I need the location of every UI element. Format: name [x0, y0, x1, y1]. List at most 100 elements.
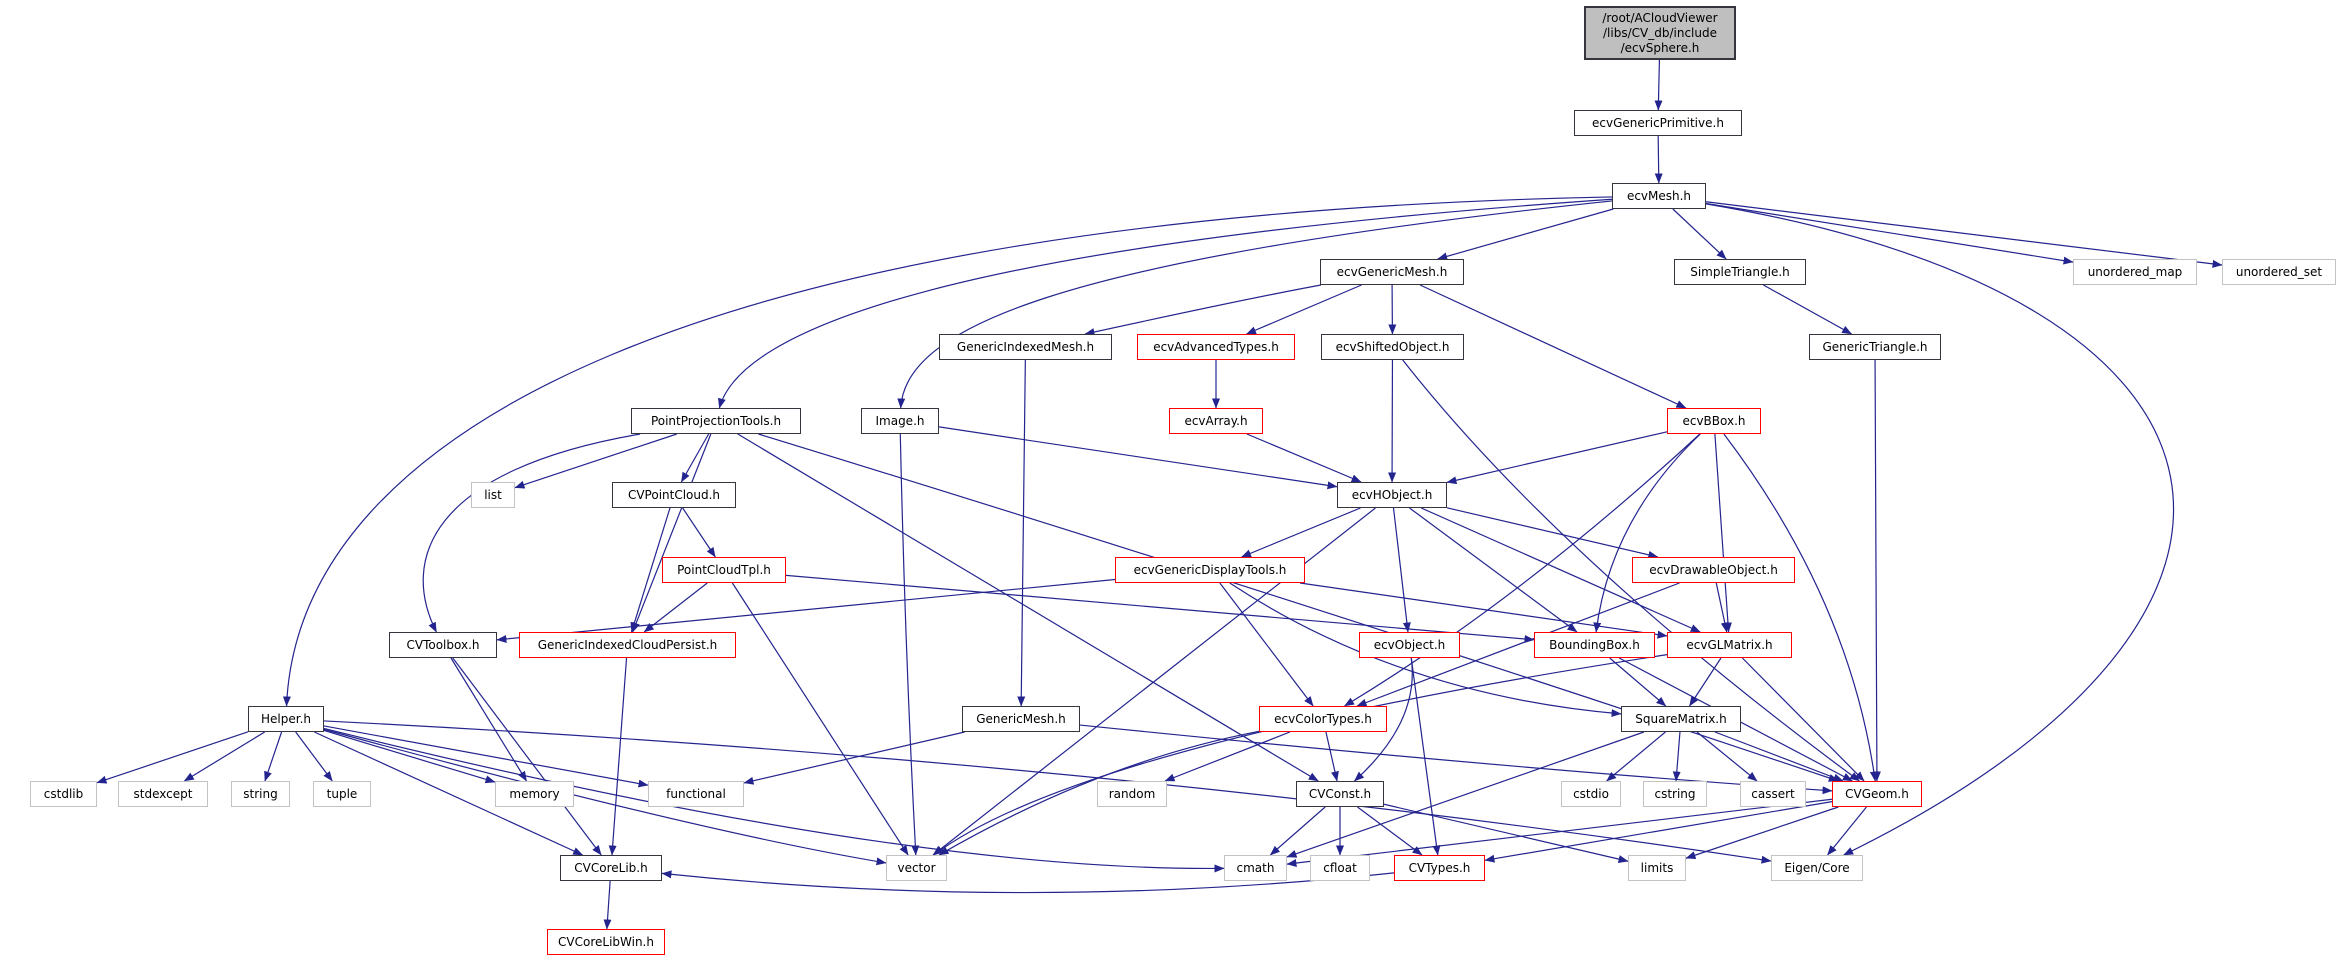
- graph-node-cstdlib[interactable]: cstdlib: [30, 781, 97, 807]
- graph-node-limits[interactable]: limits: [1628, 855, 1686, 881]
- include-edge-ecvGenericMesh-to-ecvAdvancedTypes: [1246, 284, 1362, 335]
- include-edge-CVGeom-to-limits: [1685, 806, 1839, 860]
- include-edge-Image-to-ecvHObject: [938, 426, 1338, 490]
- graph-node-ecvArray[interactable]: ecvArray.h: [1169, 408, 1263, 434]
- include-edge-ecvHObject-to-ecvGLMatrix: [1421, 507, 1701, 633]
- graph-node-ecvDrawableObject[interactable]: ecvDrawableObject.h: [1632, 557, 1795, 583]
- graph-node-root: /root/ACloudViewer /libs/CV_db/include /…: [1584, 6, 1736, 60]
- include-edge-ecvMesh-to-ecvGenericMesh: [1437, 208, 1614, 261]
- graph-node-SquareMatrix[interactable]: SquareMatrix.h: [1621, 706, 1741, 732]
- graph-node-ecvGenericMesh[interactable]: ecvGenericMesh.h: [1320, 259, 1464, 285]
- graph-node-ecvObject[interactable]: ecvObject.h: [1359, 632, 1460, 658]
- include-edge-Helper-to-EigenCore: [323, 720, 1772, 864]
- include-edge-Helper-to-tuple: [295, 731, 333, 782]
- graph-node-Helper[interactable]: Helper.h: [248, 706, 324, 732]
- graph-node-CVCoreLib[interactable]: CVCoreLib.h: [560, 855, 662, 881]
- graph-node-BoundingBox[interactable]: BoundingBox.h: [1534, 632, 1655, 658]
- include-edge-ecvHObject-to-BoundingBox: [1409, 507, 1578, 633]
- graph-node-ecvShiftedObject[interactable]: ecvShiftedObject.h: [1321, 334, 1464, 360]
- include-edge-ecvGenericMesh-to-ecvBBox: [1419, 284, 1687, 409]
- include-edge-ecvBBox-to-ecvHObject: [1446, 431, 1668, 485]
- include-edge-ecvGLMatrix-to-CVGeom: [1741, 657, 1865, 782]
- graph-node-Image[interactable]: Image.h: [861, 408, 939, 434]
- graph-node-cstring[interactable]: cstring: [1643, 781, 1707, 807]
- graph-node-random[interactable]: random: [1097, 781, 1167, 807]
- include-edge-ecvMesh-to-unordered_set: [1705, 201, 2223, 268]
- include-edge-GenericIndexedMesh-to-GenericMesh: [1017, 359, 1026, 707]
- graph-node-vector[interactable]: vector: [886, 855, 947, 881]
- graph-node-PointCloudTpl[interactable]: PointCloudTpl.h: [662, 557, 786, 583]
- graph-node-ecvMesh[interactable]: ecvMesh.h: [1612, 183, 1706, 209]
- graph-node-unordered_map[interactable]: unordered_map: [2073, 259, 2197, 285]
- include-edge-SquareMatrix-to-CVGeom: [1714, 731, 1844, 782]
- include-edge-ecvObject-to-CVTypes: [1410, 657, 1441, 856]
- graph-node-ecvBBox[interactable]: ecvBBox.h: [1667, 408, 1761, 434]
- graph-node-ecvHObject[interactable]: ecvHObject.h: [1337, 482, 1447, 508]
- graph-node-functional[interactable]: functional: [648, 781, 744, 807]
- graph-node-EigenCore[interactable]: Eigen/Core: [1771, 855, 1863, 881]
- include-edge-Helper-to-functional: [323, 725, 649, 788]
- graph-node-GenericTriangle[interactable]: GenericTriangle.h: [1809, 334, 1941, 360]
- graph-node-stdexcept[interactable]: stdexcept: [118, 781, 208, 807]
- include-edge-CVToolbox-to-CVCoreLib: [452, 657, 602, 856]
- graph-node-CVToolbox[interactable]: CVToolbox.h: [389, 632, 497, 658]
- include-edge-Helper-to-string: [264, 731, 283, 782]
- include-edge-CVGeom-to-CVTypes: [1484, 801, 1833, 863]
- graph-node-GenericMesh[interactable]: GenericMesh.h: [962, 706, 1080, 732]
- graph-node-cassert[interactable]: cassert: [1740, 781, 1806, 807]
- graph-node-GenericIndexedMesh[interactable]: GenericIndexedMesh.h: [939, 334, 1112, 360]
- include-edge-ecvBBox-to-ecvGLMatrix: [1714, 433, 1732, 633]
- include-edge-CVGeom-to-EigenCore: [1827, 806, 1867, 856]
- include-edge-ecvMesh-to-Image: [897, 200, 1613, 409]
- include-edge-ecvShiftedObject-to-CVGeom: [1402, 359, 1860, 782]
- graph-node-CVTypes[interactable]: CVTypes.h: [1394, 855, 1485, 881]
- include-edge-ecvMesh-to-SimpleTriangle: [1672, 208, 1727, 260]
- graph-node-unordered_set[interactable]: unordered_set: [2222, 259, 2336, 285]
- graph-node-list[interactable]: list: [471, 482, 515, 508]
- include-edge-ecvBBox-to-CVGeom: [1723, 433, 1878, 782]
- include-edge-PointCloudTpl-to-vector: [731, 582, 909, 856]
- graph-node-CVPointCloud[interactable]: CVPointCloud.h: [612, 482, 736, 508]
- graph-node-CVCoreLibWin[interactable]: CVCoreLibWin.h: [547, 929, 665, 955]
- include-edge-ecvGenericDisplayTools-to-CVToolbox: [496, 578, 1116, 643]
- graph-node-string[interactable]: string: [231, 781, 290, 807]
- graph-node-GenericIndexedCloudPersist[interactable]: GenericIndexedCloudPersist.h: [519, 632, 736, 658]
- include-edge-ecvBBox-to-ecvColorTypes: [1344, 433, 1701, 707]
- include-edge-Helper-to-vector: [323, 728, 887, 866]
- graph-node-tuple[interactable]: tuple: [313, 781, 371, 807]
- include-edge-Helper-to-CVCoreLib: [314, 731, 584, 856]
- include-edge-PointCloudTpl-to-GenericIndexedCloudPersist: [643, 582, 708, 633]
- include-edge-ecvDrawableObject-to-ecvGLMatrix: [1715, 582, 1729, 633]
- include-edge-ecvDrawableObject-to-ecvColorTypes: [1356, 582, 1680, 707]
- include-edge-CVConst-to-limits: [1383, 803, 1629, 863]
- graph-node-cmath[interactable]: cmath: [1224, 855, 1287, 881]
- include-edge-root-to-ecvGenericPrimitive: [1654, 59, 1663, 111]
- graph-node-memory[interactable]: memory: [495, 781, 574, 807]
- include-edge-CVCoreLib-to-CVCoreLibWin: [603, 880, 612, 930]
- graph-node-ecvGLMatrix[interactable]: ecvGLMatrix.h: [1667, 632, 1792, 658]
- include-edge-ecvGenericDisplayTools-to-ecvGLMatrix: [1299, 582, 1668, 639]
- include-edge-Image-to-vector: [899, 433, 920, 856]
- graph-node-PointProjectionTools[interactable]: PointProjectionTools.h: [631, 408, 801, 434]
- graph-node-ecvGenericDisplayTools[interactable]: ecvGenericDisplayTools.h: [1115, 557, 1305, 583]
- graph-node-ecvColorTypes[interactable]: ecvColorTypes.h: [1259, 706, 1387, 732]
- graph-node-CVGeom[interactable]: CVGeom.h: [1832, 781, 1922, 807]
- graph-node-SimpleTriangle[interactable]: SimpleTriangle.h: [1674, 259, 1806, 285]
- graph-node-ecvAdvancedTypes[interactable]: ecvAdvancedTypes.h: [1137, 334, 1295, 360]
- include-edge-CVPointCloud-to-PointCloudTpl: [682, 507, 716, 558]
- include-edge-ecvMesh-to-EigenCore: [1705, 203, 2175, 856]
- include-edge-Helper-to-stdexcept: [183, 731, 265, 782]
- graph-node-ecvGenericPrimitive[interactable]: ecvGenericPrimitive.h: [1574, 110, 1742, 136]
- include-edge-PointProjectionTools-to-CVConst: [737, 433, 1319, 782]
- include-edge-ecvHObject-to-ecvDrawableObject: [1446, 507, 1659, 559]
- include-edge-ecvGLMatrix-to-vector: [933, 654, 1668, 856]
- include-edge-PointProjectionTools-to-CVToolbox: [422, 433, 641, 633]
- include-edge-ecvGenericMesh-to-GenericIndexedMesh: [1084, 284, 1322, 336]
- graph-node-CVConst[interactable]: CVConst.h: [1296, 781, 1384, 807]
- include-edge-GenericMesh-to-CVGeom: [1079, 724, 1833, 795]
- include-edge-SimpleTriangle-to-GenericTriangle: [1763, 284, 1853, 335]
- graph-node-cfloat[interactable]: cfloat: [1310, 855, 1370, 881]
- graph-node-cstdio[interactable]: cstdio: [1561, 781, 1621, 807]
- include-edge-SquareMatrix-to-cmath: [1286, 731, 1645, 858]
- include-edge-ecvMesh-to-PointProjectionTools: [718, 198, 1613, 409]
